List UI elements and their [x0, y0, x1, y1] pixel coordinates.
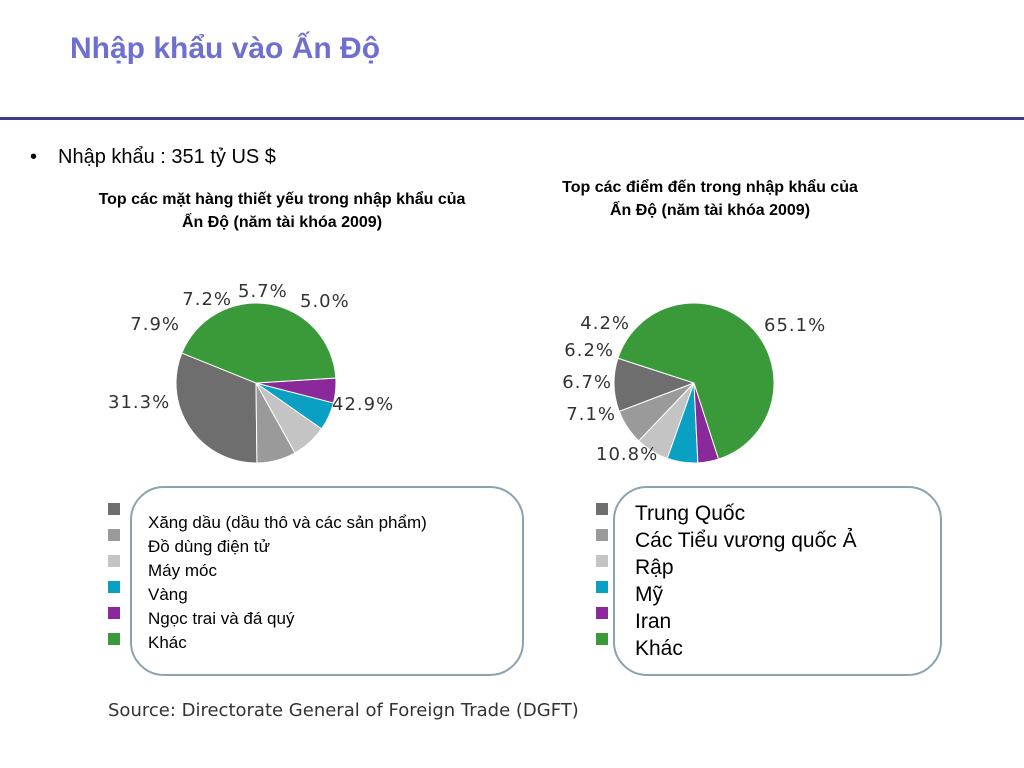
chart1-data-label: 5.0% — [300, 291, 350, 312]
legend-color-square — [108, 633, 120, 645]
chart2-slice-6 — [617, 302, 775, 460]
chart1-legend-box: Xăng dầu (dầu thô và các sản phẩm) Đồ dù… — [130, 486, 524, 676]
chart1-data-label: 42.9% — [332, 394, 394, 415]
legend-color-square — [108, 503, 120, 515]
chart1-data-label: 7.9% — [130, 314, 180, 335]
chart1-data-label: 31.3% — [108, 392, 170, 413]
legend-item: Rập — [635, 556, 674, 579]
legend-color-square — [108, 529, 120, 541]
legend-item: Máy móc — [148, 561, 217, 580]
bullet-dot: • — [30, 146, 38, 168]
chart2-data-label: 65.1% — [764, 315, 826, 336]
legend-item: Mỹ — [635, 583, 663, 606]
legend-item: Khác — [148, 633, 187, 652]
legend-item: Xăng dầu (dầu thô và các sản phẩm) — [148, 513, 427, 532]
chart1-data-label: 5.7% — [238, 281, 288, 302]
legend-color-square — [596, 581, 608, 593]
chart2-data-label: 7.1% — [566, 404, 616, 425]
legend-color-square — [108, 581, 120, 593]
chart1-data-label: 7.2% — [182, 289, 232, 310]
legend-color-square — [108, 607, 120, 619]
legend-item: Trung Quốc — [635, 502, 746, 525]
source-note: Source: Directorate General of Foreign T… — [108, 700, 579, 721]
title-divider — [0, 117, 1024, 120]
chart2-data-label: 6.7% — [562, 372, 612, 393]
slide-title: Nhập khẩu vào Ấn Độ — [70, 32, 381, 65]
legend-item: Vàng — [148, 585, 188, 604]
legend-color-square — [596, 555, 608, 567]
legend-color-square — [596, 503, 608, 515]
legend-item: Khác — [635, 637, 683, 660]
legend-item: Iran — [635, 610, 672, 633]
legend-item: Các Tiểu vương quốc Ả — [635, 529, 857, 552]
legend-color-square — [596, 633, 608, 645]
bullet-text: Nhập khẩu : 351 tỷ US $ — [58, 146, 276, 168]
legend-color-square — [108, 555, 120, 567]
chart2-data-label: 10.8% — [596, 444, 658, 465]
legend-item: Đồ dùng điện tử — [148, 537, 270, 556]
chart2-data-label: 6.2% — [564, 340, 614, 361]
chart2-data-label: 4.2% — [580, 313, 630, 334]
import-total-bullet: • Nhập khẩu : 351 tỷ US $ — [30, 146, 276, 169]
chart1-slice-1 — [175, 352, 258, 464]
legend-color-square — [596, 607, 608, 619]
chart1-title: Top các mặt hàng thiết yếu trong nhập kh… — [98, 191, 466, 231]
legend-color-square — [596, 529, 608, 541]
chart2-legend-box: Trung Quốc Các Tiểu vương quốc Ả Rập Mỹ … — [613, 486, 942, 676]
legend-item: Ngọc trai và đá quý — [148, 609, 295, 628]
chart1-slice-6 — [181, 302, 337, 384]
chart2-title: Top các điểm đến trong nhập khẩu của Ấn … — [562, 179, 858, 219]
